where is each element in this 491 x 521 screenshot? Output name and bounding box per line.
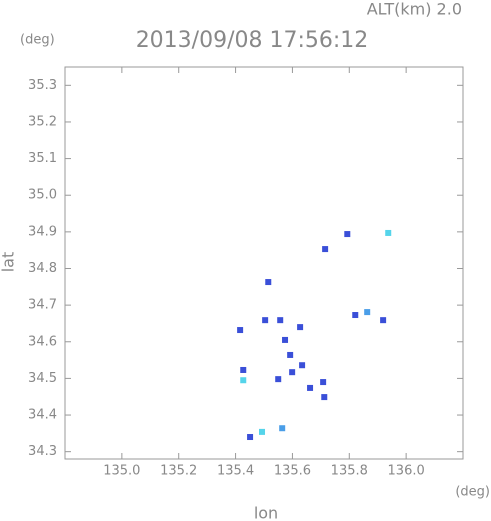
x-tick-label: 135.0 bbox=[103, 464, 140, 479]
echo-point bbox=[297, 324, 304, 331]
echo-point bbox=[364, 309, 371, 316]
y-tick-label: 35.1 bbox=[28, 151, 57, 166]
y-axis-label: lat bbox=[0, 252, 18, 273]
altitude-label: ALT(km) 2.0 bbox=[367, 0, 462, 19]
y-tick-label: 35.0 bbox=[28, 188, 57, 203]
echo-point bbox=[282, 336, 289, 343]
echo-point bbox=[247, 434, 254, 441]
echo-point bbox=[322, 246, 329, 253]
echo-point bbox=[321, 394, 328, 401]
x-unit: (deg) bbox=[455, 485, 490, 500]
echo-point bbox=[275, 376, 282, 383]
plot-frame bbox=[64, 66, 464, 460]
echo-point bbox=[385, 229, 392, 236]
echo-point bbox=[240, 377, 247, 384]
echo-point bbox=[262, 317, 269, 324]
y-tick-label: 34.7 bbox=[28, 298, 57, 313]
echo-point bbox=[277, 317, 284, 324]
echo-point bbox=[265, 279, 272, 286]
echo-point bbox=[289, 369, 296, 376]
y-tick-label: 34.4 bbox=[28, 408, 57, 423]
y-tick-label: 34.8 bbox=[28, 261, 57, 276]
echo-point bbox=[380, 317, 387, 324]
echo-point bbox=[279, 425, 286, 432]
echo-point bbox=[352, 312, 359, 319]
echo-point bbox=[299, 362, 306, 369]
x-tick-label: 135.4 bbox=[217, 464, 254, 479]
echo-point bbox=[287, 351, 294, 358]
x-tick-label: 136.0 bbox=[388, 464, 425, 479]
y-tick-label: 34.6 bbox=[28, 334, 57, 349]
y-tick-label: 35.2 bbox=[28, 114, 57, 129]
x-tick-label: 135.8 bbox=[331, 464, 368, 479]
echo-point bbox=[320, 379, 327, 386]
chart-title: 2013/09/08 17:56:12 bbox=[136, 28, 369, 53]
x-tick-label: 135.2 bbox=[160, 464, 197, 479]
y-tick-label: 34.5 bbox=[28, 371, 57, 386]
y-unit: (deg) bbox=[20, 33, 55, 48]
y-tick-label: 34.3 bbox=[28, 444, 57, 459]
y-tick-label: 34.9 bbox=[28, 224, 57, 239]
y-tick-label: 35.3 bbox=[28, 78, 57, 93]
echo-point bbox=[240, 366, 247, 373]
echo-point bbox=[344, 231, 351, 238]
echo-point bbox=[307, 384, 314, 391]
echo-point bbox=[237, 327, 244, 334]
x-tick-label: 135.6 bbox=[274, 464, 311, 479]
echo-point bbox=[259, 428, 266, 435]
x-axis-label: lon bbox=[254, 504, 278, 521]
